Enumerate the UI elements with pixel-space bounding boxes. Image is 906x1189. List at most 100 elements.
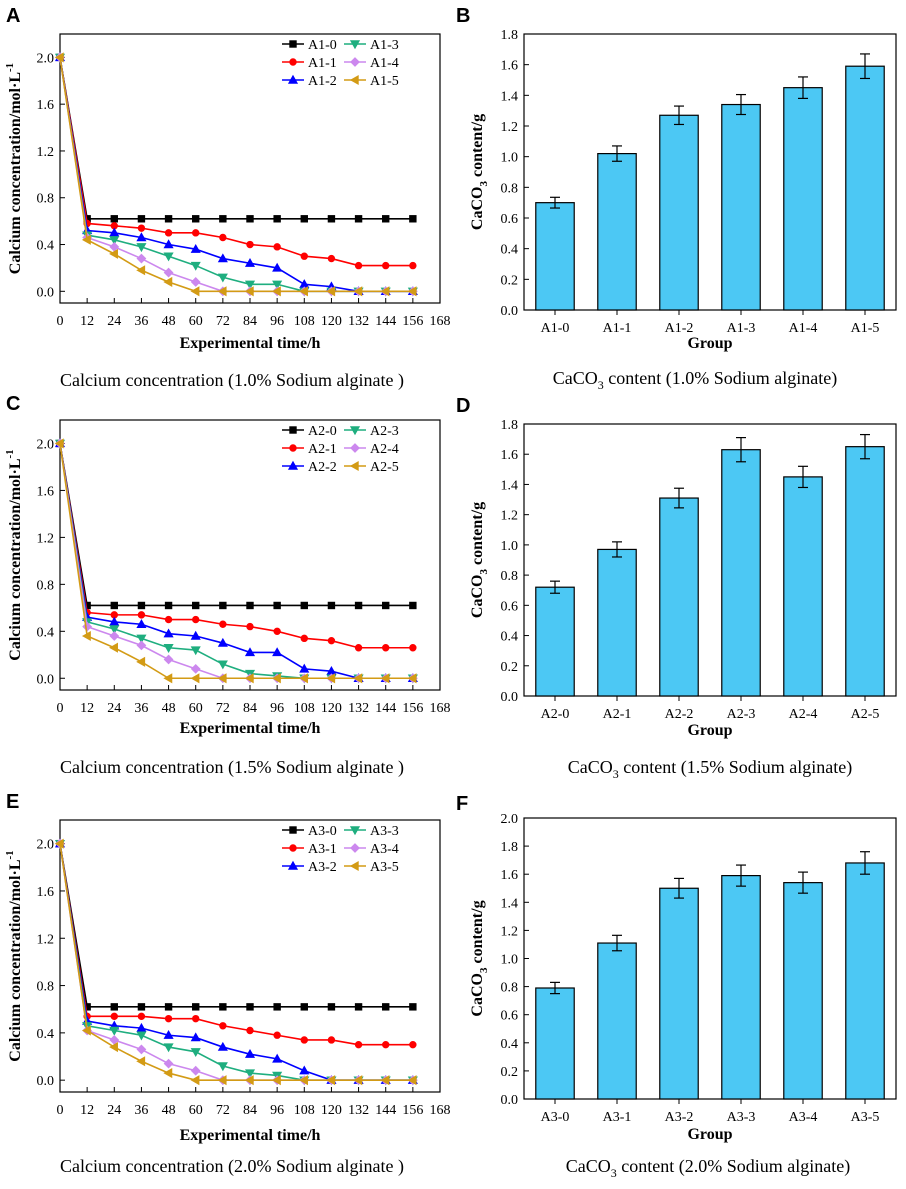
legend-swatch-marker	[289, 444, 297, 452]
chart-d: D 0.0 0.2 0.4 0.6 0.8 1.0 1.2 1.4 1.6 1.8 A2-0 A2-1 A…	[456, 395, 897, 781]
data-point	[244, 647, 256, 657]
data-point	[163, 628, 174, 638]
x-tick-label: A3-3	[727, 1110, 756, 1125]
bar-A3-0	[535, 987, 575, 1100]
y-tick-label: 1.0	[501, 539, 519, 554]
chart-e: E 0.0 0.4 0.8 1.2 1.6 2.0 0 12 24 36 48 60 72 84 96 108 1…	[4, 791, 451, 1177]
x-tick-label: 120	[321, 701, 342, 716]
data-point	[273, 1031, 281, 1039]
error-bar	[674, 105, 684, 126]
data-point	[54, 838, 64, 849]
data-point	[217, 660, 228, 670]
x-tick-label: 24	[107, 1103, 121, 1118]
series-line-A2-5	[59, 443, 413, 680]
caption-main: CaCO	[566, 1156, 611, 1176]
y-tick-label: 0.4	[37, 625, 55, 640]
bar-A2-5	[845, 446, 885, 697]
chart-c: C 0.0 0.4 0.8 1.2 1.6 2.0 0 12 24 36 48 60 72 84 96 108 1…	[4, 393, 451, 778]
data-point	[219, 620, 227, 628]
legend-label: A2-4	[370, 442, 399, 457]
data-point	[190, 663, 201, 674]
y-axis-title: CaCO3 content/g	[469, 900, 490, 1016]
data-point	[163, 252, 174, 262]
y-axis-title-subscript: 3	[478, 569, 490, 575]
error-bar	[736, 437, 746, 463]
x-tick-label: 96	[270, 314, 284, 329]
data-point	[81, 1025, 91, 1036]
data-point	[273, 243, 281, 251]
x-tick-label: 72	[216, 314, 230, 329]
data-point	[164, 1014, 173, 1023]
chart-b: B 0.0 0.2 0.4 0.6 0.8 1.0 1.2 1.4 1.6 1.8 A1-0 A1-1 A…	[456, 5, 897, 392]
data-point	[354, 644, 363, 652]
y-tick-label: 1.4	[501, 89, 519, 104]
data-point	[299, 673, 308, 684]
error-bar	[798, 465, 808, 489]
data-point	[244, 1075, 254, 1086]
y-tick-label: 1.6	[501, 448, 519, 463]
y-tick-label: 1.2	[501, 120, 519, 135]
y-axis-title-main: Calcium concentration/mol·L	[7, 859, 24, 1061]
y-tick-label: 1.8	[501, 418, 519, 433]
legend-swatch-marker	[289, 58, 297, 66]
data-point	[246, 622, 254, 631]
x-tick-label: A1-4	[789, 321, 818, 336]
series-line-A1-1	[59, 57, 413, 267]
x-tick-label: 84	[243, 701, 257, 716]
data-point	[327, 1036, 336, 1044]
y-tick-label: 0.2	[501, 1065, 519, 1080]
data-point	[246, 1003, 254, 1011]
bar-A3-5	[845, 862, 885, 1100]
data-point	[136, 1044, 147, 1055]
x-tick-label: 108	[294, 314, 315, 329]
x-tick-label: 156	[402, 701, 423, 716]
y-tick-label: 1.6	[37, 98, 55, 113]
data-point	[326, 286, 336, 297]
y-tick-label: 1.0	[501, 953, 519, 968]
series-line-A3-0	[59, 843, 413, 1008]
y-axis-title-main: CaCO	[469, 187, 486, 231]
legend-label: A1-3	[370, 38, 399, 53]
x-tick-label: 84	[243, 314, 257, 329]
data-point	[382, 261, 390, 270]
x-tick-label: 96	[270, 1103, 284, 1118]
data-point	[190, 1075, 200, 1086]
data-point	[300, 1036, 308, 1044]
y-tick-label: 0.6	[501, 1009, 519, 1024]
data-point	[353, 1075, 363, 1086]
caption-main: CaCO	[553, 368, 598, 388]
data-point	[353, 286, 363, 297]
data-point	[244, 258, 256, 267]
data-point	[382, 644, 390, 652]
data-point	[136, 640, 147, 651]
x-tick-label: A3-2	[665, 1110, 694, 1125]
x-axis-title: Experimental time/h	[180, 1127, 321, 1144]
data-point	[109, 616, 120, 626]
panel-caption: CaCO3 content (2.0% Sodium alginate)	[566, 1156, 850, 1180]
y-axis-title-tail: content/g	[469, 114, 486, 181]
data-point	[192, 1003, 200, 1011]
x-tick-label: 48	[162, 314, 176, 329]
data-point	[137, 601, 146, 610]
data-point	[300, 1003, 308, 1011]
x-tick-label: 12	[80, 701, 94, 716]
x-tick-label: 24	[107, 701, 121, 716]
data-point	[272, 280, 283, 290]
x-tick-label: 36	[134, 701, 148, 716]
data-point	[272, 262, 283, 272]
y-tick-label: 0.8	[501, 569, 519, 584]
data-point	[300, 215, 308, 223]
data-point	[244, 1048, 256, 1058]
data-point	[409, 1003, 417, 1011]
y-tick-label: 0.2	[501, 660, 519, 675]
data-point	[190, 1048, 201, 1058]
data-point	[164, 215, 173, 223]
y-tick-label: 0.2	[501, 273, 519, 288]
data-point	[163, 276, 173, 288]
legend-label: A3-4	[370, 842, 399, 857]
data-point	[136, 1031, 147, 1041]
data-point	[82, 621, 93, 632]
data-point	[109, 227, 120, 237]
caption-subscript: 3	[598, 378, 604, 392]
y-axis-title-superscript: -1	[4, 449, 16, 458]
